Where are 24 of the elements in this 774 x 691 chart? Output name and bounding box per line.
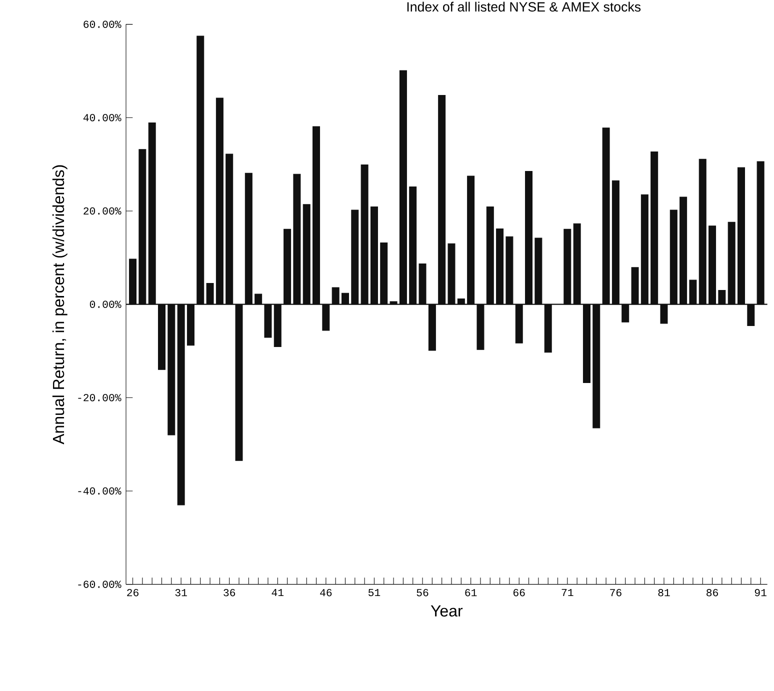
x-tick-label: 76 xyxy=(610,589,622,596)
x-tick-label: 56 xyxy=(416,589,428,596)
x-tick-label: 51 xyxy=(368,589,380,596)
x-tick-label: 41 xyxy=(272,589,284,596)
x-tick-label: 81 xyxy=(658,589,670,596)
x-tick-label: 36 xyxy=(224,589,236,596)
chart-title: Index of all listed NYSE & AMEX stocks xyxy=(407,2,641,12)
y-tick-label: 60.00% xyxy=(84,20,122,28)
y-tick-label: -60.00% xyxy=(78,580,122,588)
x-tick-label: 61 xyxy=(465,589,477,596)
y-tick-label: 0.00% xyxy=(90,300,122,308)
x-tick-label: 86 xyxy=(706,589,718,596)
x-axis-title: Year xyxy=(430,605,463,617)
x-tick-label: 66 xyxy=(514,589,525,596)
x-tick-label: 46 xyxy=(320,589,332,596)
y-tick-label: 20.00% xyxy=(84,207,122,215)
x-tick-label: 26 xyxy=(127,589,138,596)
x-tick-label: 71 xyxy=(562,589,574,596)
y-tick-label: 40.00% xyxy=(83,114,122,122)
x-tick-label: 91 xyxy=(754,589,766,596)
y-tick-label: -40.00% xyxy=(78,487,122,495)
y-axis-title: Annual Return, in percent (w/dividends) xyxy=(52,165,68,444)
y-tick-label: -20.00% xyxy=(78,394,122,402)
x-tick-label: 31 xyxy=(175,589,187,596)
